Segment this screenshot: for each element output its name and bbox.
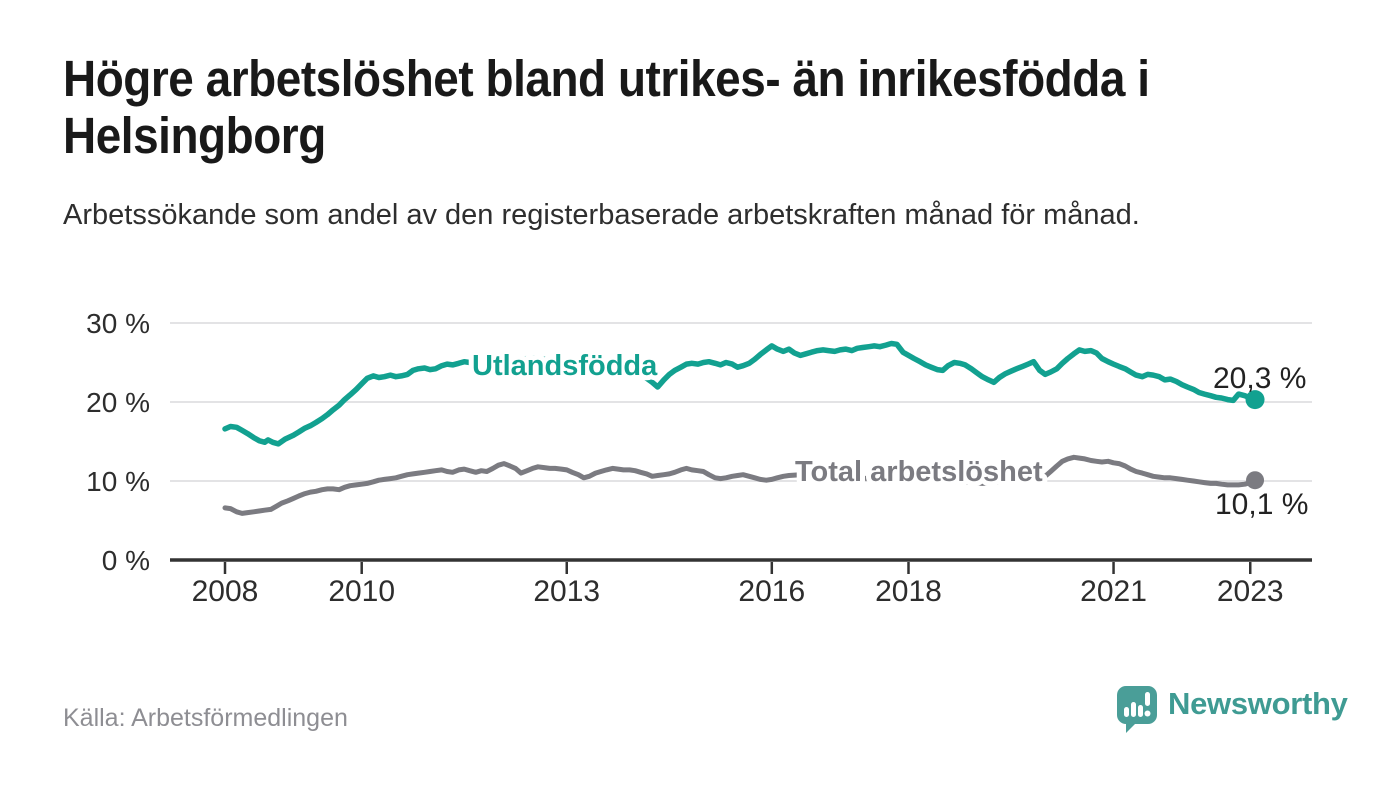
x-tick-label: 2008 (192, 575, 259, 608)
series-line (222, 454, 1258, 516)
series-label: Utlandsfödda (472, 350, 658, 382)
bar-1 (1124, 707, 1129, 717)
exclamation-bar (1145, 692, 1150, 706)
chart-value-labels: 20,3 % 10,1 % (1213, 362, 1308, 521)
bar-3 (1138, 705, 1143, 717)
bar-2 (1131, 702, 1136, 717)
page-title: Högre arbetslöshet bland utrikes- än inr… (63, 50, 1150, 164)
newsworthy-logo-icon (1117, 686, 1157, 733)
chart-gridlines (170, 322, 1312, 482)
y-tick-label: 30 % (86, 308, 150, 339)
series-end-dot (1245, 390, 1265, 410)
x-tick-label: 2023 (1217, 575, 1284, 608)
exclamation-dot (1144, 710, 1151, 717)
page-subtitle: Arbetssökande som andel av den registerb… (63, 199, 1140, 231)
x-tick-label: 2013 (533, 575, 600, 608)
series-label: Total arbetslöshet (795, 456, 1043, 488)
x-tick-label: 2016 (738, 575, 805, 608)
speech-bubble-shape (1117, 686, 1157, 733)
series-end-dot (1246, 471, 1265, 490)
source-note: Källa: Arbetsförmedlingen (63, 704, 348, 732)
chart-x-axis (170, 558, 1312, 574)
x-tick-label: 2010 (328, 575, 395, 608)
chart-axis-labels: 0 % 10 % 20 % 30 % 2008 2010 2013 2016 2018 2021 2… (86, 308, 1283, 608)
x-tick-label: 2018 (875, 575, 942, 608)
y-tick-label: 0 % (102, 545, 150, 576)
series-end-value-label: 20,3 % (1213, 362, 1306, 395)
y-tick-label: 20 % (86, 387, 150, 418)
chart-series-labels: Utlandsfödda Total arbetslöshet (467, 345, 1048, 493)
series-end-value-label: 10,1 % (1215, 488, 1308, 521)
newsworthy-logo-text: Newsworthy (1168, 686, 1348, 721)
page-title-line2: Helsingborg (63, 107, 326, 164)
page-title-line1: Högre arbetslöshet bland utrikes- än inr… (63, 50, 1150, 107)
series-line (222, 340, 1258, 447)
x-tick-label: 2021 (1080, 575, 1147, 608)
chart-series (222, 340, 1265, 516)
newsworthy-brand[interactable]: Newsworthy (1116, 685, 1348, 733)
y-tick-label: 10 % (86, 466, 150, 497)
